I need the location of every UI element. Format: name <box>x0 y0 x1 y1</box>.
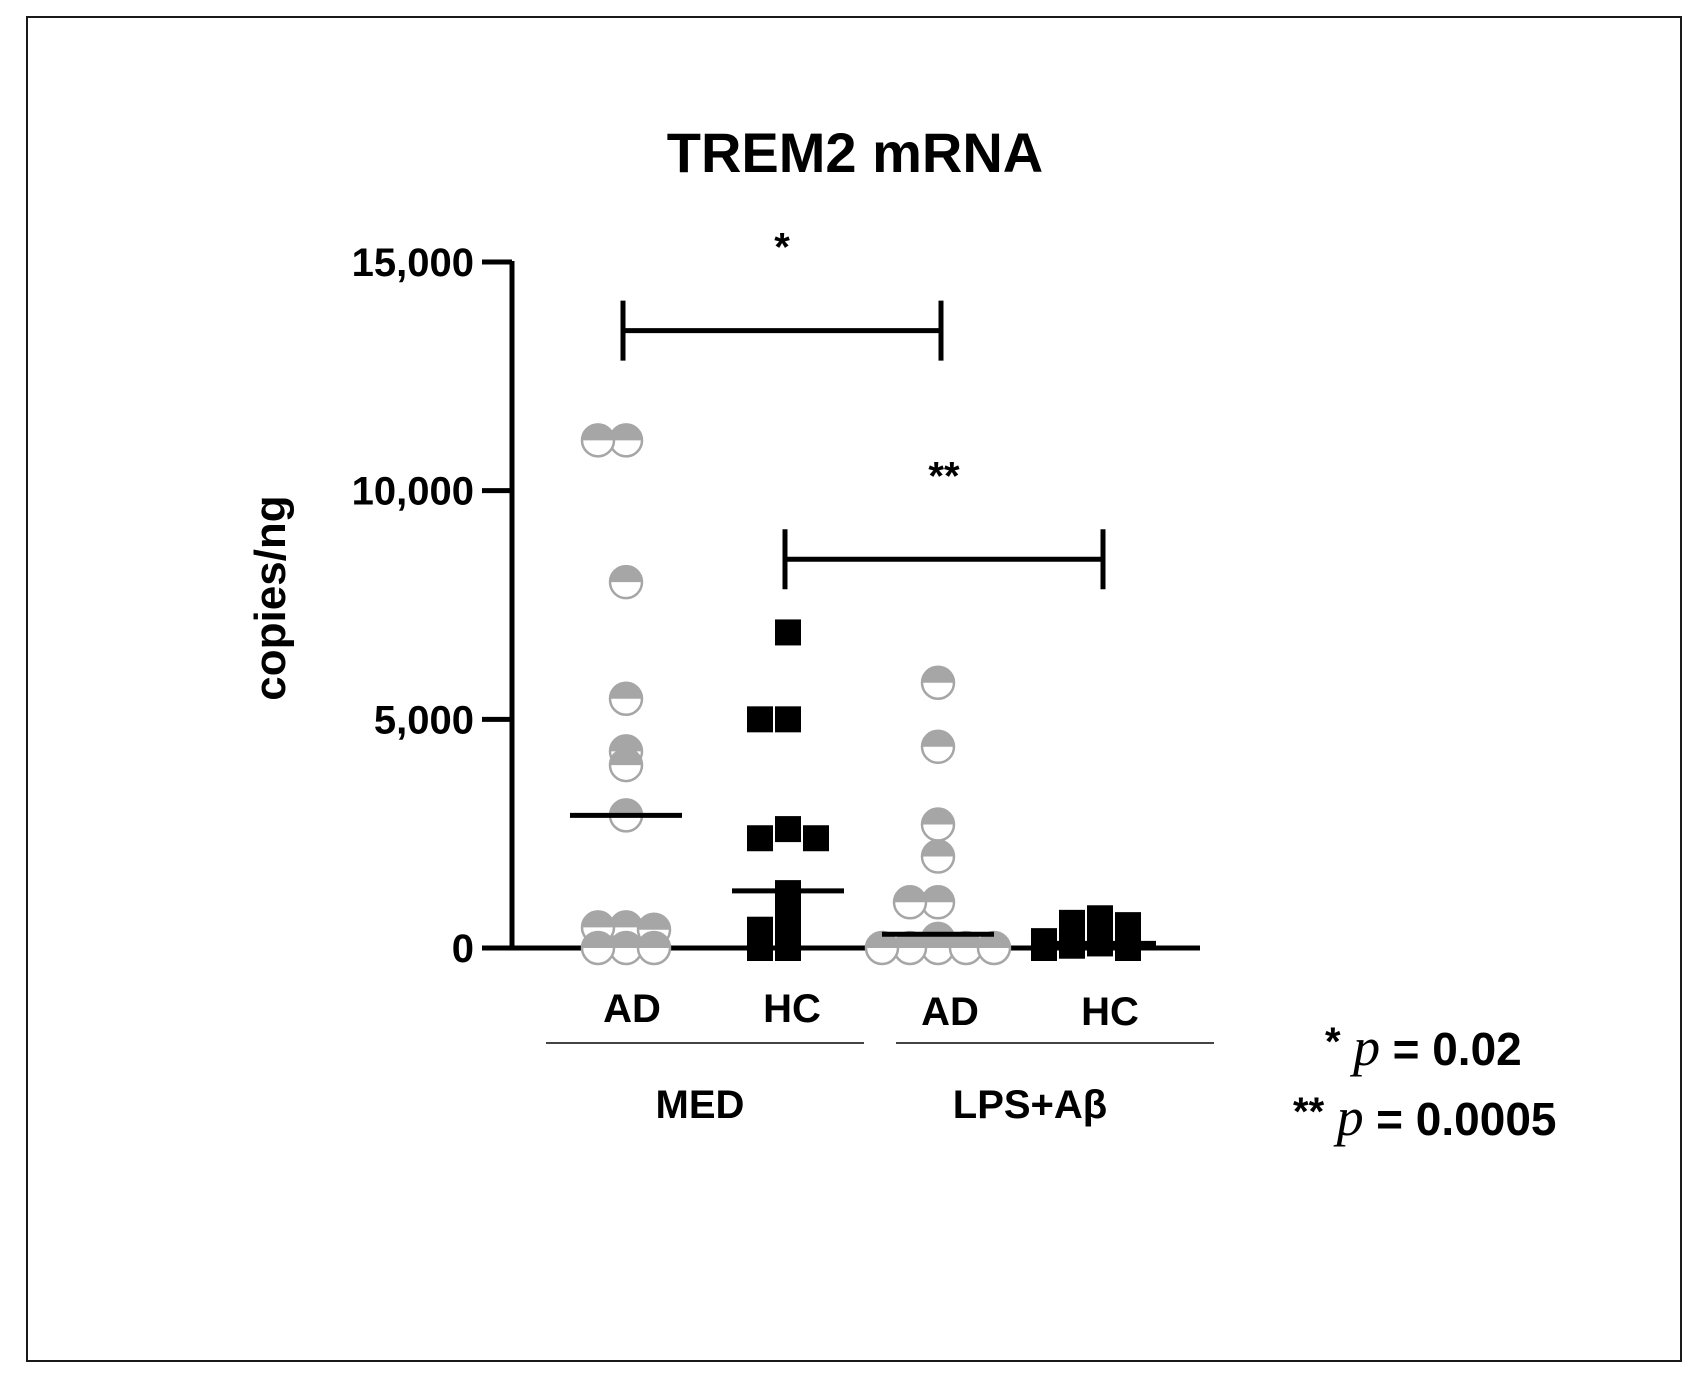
figure-frame <box>26 16 1682 1362</box>
data-point-circle-fill <box>610 799 642 816</box>
group-label-lps: LPS+Aβ <box>953 1083 1107 1127</box>
data-point-square <box>747 825 773 852</box>
data-point-square <box>775 706 801 733</box>
data-point-circle-fill <box>582 932 614 948</box>
data-point-circle-fill <box>894 886 926 903</box>
data-point-circle-fill <box>638 913 670 930</box>
chart-title: TREM2 mRNA <box>667 121 1043 184</box>
data-point-square <box>775 619 801 646</box>
data-point-circle-fill <box>922 808 954 825</box>
data-point-square <box>747 935 773 961</box>
data-point-circle-fill <box>610 749 642 766</box>
data-point-circle-fill <box>922 840 954 857</box>
y-tick-label: 5,000 <box>374 698 474 742</box>
data-point-square <box>803 825 829 852</box>
p2-p: p <box>1333 1087 1364 1147</box>
data-point-circle-fill <box>610 424 642 441</box>
x-tick-label-ad-lps: AD <box>921 990 979 1034</box>
significance-label: * <box>774 226 790 270</box>
y-axis-label: copies/ng <box>246 495 295 700</box>
y-tick-label: 0 <box>452 927 474 971</box>
data-point-square <box>1115 935 1141 961</box>
data-point-circle-fill <box>922 730 954 747</box>
x-tick-label-hc-med: HC <box>763 987 821 1031</box>
p-annotation-2: ** p = 0.0005 <box>1293 1080 1556 1147</box>
x-tick-label-hc-lps: HC <box>1081 990 1139 1034</box>
data-point-circle-fill <box>638 932 670 948</box>
significance-label: ** <box>928 454 960 498</box>
data-point-circle-fill <box>582 911 614 928</box>
p1-stars: * <box>1325 1020 1341 1064</box>
data-marks <box>570 423 1156 966</box>
data-point-circle-fill <box>610 566 642 583</box>
data-point-circle-fill <box>922 886 954 903</box>
data-point-circle-fill <box>610 911 642 928</box>
p1-value: = 0.02 <box>1393 1023 1522 1075</box>
x-tick-label-ad-med: AD <box>603 987 661 1031</box>
axes: 0 5,000 10,000 15,000 <box>352 241 1200 971</box>
group-label-med: MED <box>656 1083 745 1127</box>
y-tick-label: 15,000 <box>352 241 474 285</box>
data-point-circle-fill <box>610 682 642 699</box>
data-point-square <box>775 935 801 961</box>
p2-value: = 0.0005 <box>1376 1093 1556 1145</box>
data-point-circle-fill <box>922 666 954 683</box>
data-point-square <box>747 706 773 733</box>
data-point-circle-fill <box>582 424 614 441</box>
data-point-square <box>775 816 801 843</box>
significance-brackets: *** <box>620 226 1106 590</box>
data-point-square <box>1031 935 1057 961</box>
data-point-circle-fill <box>610 932 642 948</box>
y-tick-label: 10,000 <box>352 470 474 514</box>
p2-stars: ** <box>1293 1090 1325 1134</box>
p-annotation-1: * p = 0.02 <box>1325 1010 1522 1077</box>
data-point-circle-fill <box>610 735 642 752</box>
p1-p: p <box>1349 1017 1380 1077</box>
